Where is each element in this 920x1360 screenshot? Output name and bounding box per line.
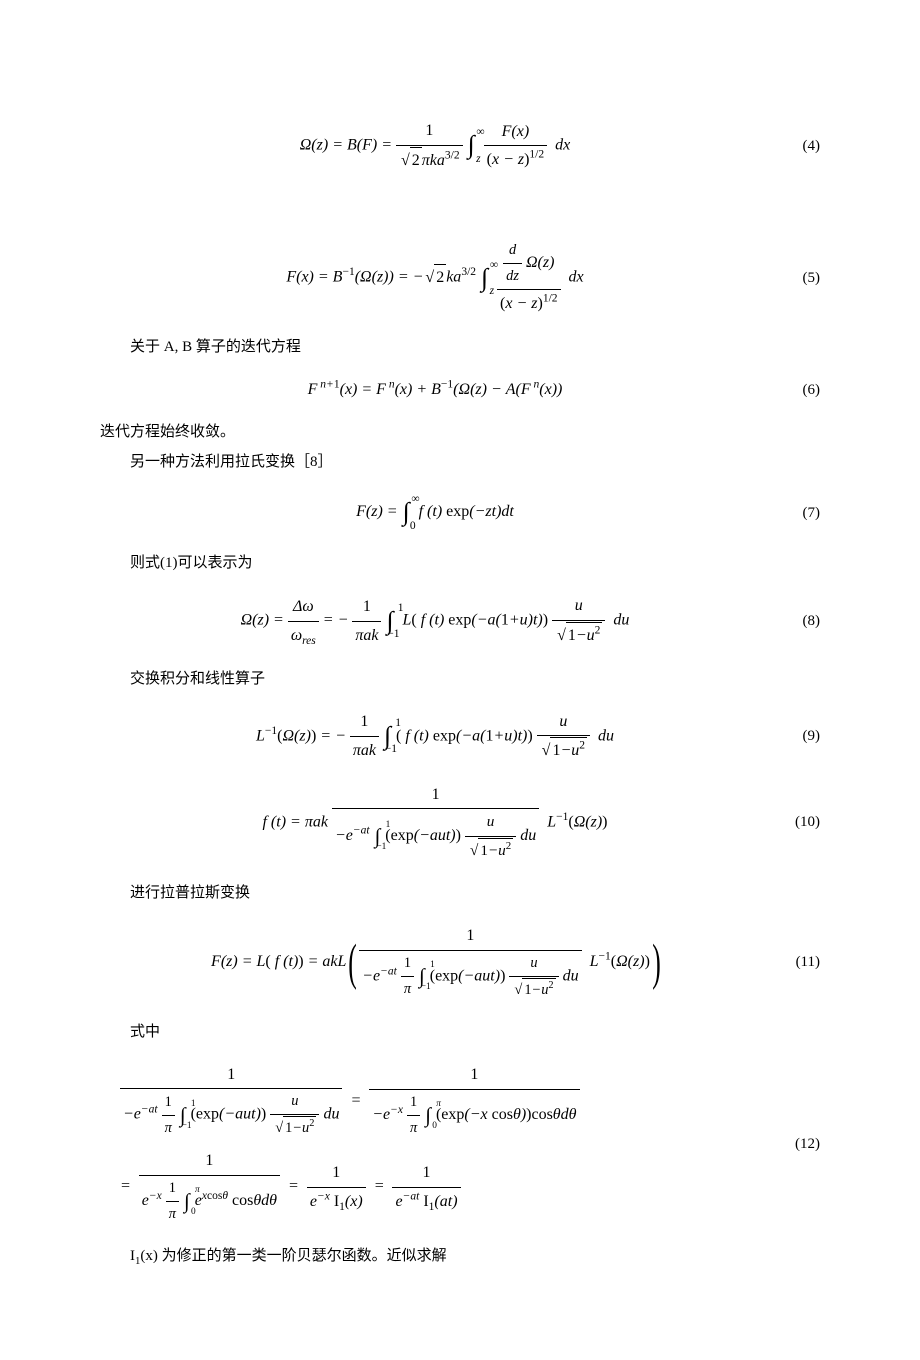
equation-11: F(z) = L( f (t)) = akL ( 1 −e−at 1π ∫1−1… [100, 923, 820, 1002]
equation-12-number: (12) [770, 1132, 820, 1156]
equation-9-body: L−1(Ω(z)) = − 1πak ∫1−1 ( f (t) exp(−a(1… [100, 709, 770, 764]
equation-12: 1 −e−at 1π ∫1−1 (exp(−aut)) u1−u2 du = 1… [100, 1062, 820, 1226]
equation-5-body: F(x) = B−1(Ω(z)) = −2ka3/2 ∫∞z ddz Ω(z) … [100, 239, 770, 317]
equation-5: F(x) = B−1(Ω(z)) = −2ka3/2 ∫∞z ddz Ω(z) … [100, 239, 820, 317]
equation-11-number: (11) [770, 950, 820, 974]
equation-8-body: Ω(z) = Δωωres = − 1πak ∫1−1 L( f (t) exp… [100, 593, 770, 648]
equation-7-body: F(z) = ∫∞0 f (t) exp(−zt)dt [100, 492, 770, 533]
equation-7: F(z) = ∫∞0 f (t) exp(−zt)dt (7) [100, 492, 820, 533]
bessel-symbol: I1 [130, 1248, 140, 1264]
paragraph-swap-integral: 交换积分和线性算子 [100, 667, 820, 691]
equation-9: L−1(Ω(z)) = − 1πak ∫1−1 ( f (t) exp(−a(1… [100, 709, 820, 764]
equation-6-number: (6) [770, 378, 820, 402]
equation-6: F n+1(x) = F n(x) + B−1(Ω(z) − A(F n(x))… [100, 377, 820, 403]
equation-11-body: F(z) = L( f (t)) = akL ( 1 −e−at 1π ∫1−1… [100, 923, 770, 1002]
equation-7-number: (7) [770, 501, 820, 525]
equation-10: f (t) = πak 1 −e−at ∫1−1 (exp(−aut)) u1−… [100, 782, 820, 863]
paragraph-converge: 迭代方程始终收敛。 [100, 420, 820, 444]
paragraph-laplace-method: 另一种方法利用拉氏变换［8］ [100, 450, 820, 474]
equation-10-number: (10) [770, 810, 820, 834]
equation-9-number: (9) [770, 724, 820, 748]
equation-4-number: (4) [770, 134, 820, 158]
equation-8: Ω(z) = Δωωres = − 1πak ∫1−1 L( f (t) exp… [100, 593, 820, 648]
equation-12-body: 1 −e−at 1π ∫1−1 (exp(−aut)) u1−u2 du = 1… [100, 1062, 770, 1226]
equation-6-body: F n+1(x) = F n(x) + B−1(Ω(z) − A(F n(x)) [100, 377, 770, 403]
equation-4: Ω(z) = B(F) = 12πka3/2 ∫∞z F(x)(x − z)1/… [100, 118, 820, 173]
bessel-text: (x) 为修正的第一类一阶贝瑟尔函数。近似求解 [140, 1248, 446, 1264]
paragraph-eq1-express: 则式(1)可以表示为 [100, 551, 820, 575]
paragraph-ab-operators: 关于 A, B 算子的迭代方程 [100, 335, 820, 359]
paragraph-laplace-transform: 进行拉普拉斯变换 [100, 881, 820, 905]
equation-10-body: f (t) = πak 1 −e−at ∫1−1 (exp(−aut)) u1−… [100, 782, 770, 863]
equation-8-number: (8) [770, 609, 820, 633]
equation-4-body: Ω(z) = B(F) = 12πka3/2 ∫∞z F(x)(x − z)1/… [100, 118, 770, 173]
paragraph-where: 式中 [100, 1020, 820, 1044]
equation-5-number: (5) [770, 266, 820, 290]
paragraph-bessel: I1(x) 为修正的第一类一阶贝瑟尔函数。近似求解 [100, 1244, 820, 1268]
